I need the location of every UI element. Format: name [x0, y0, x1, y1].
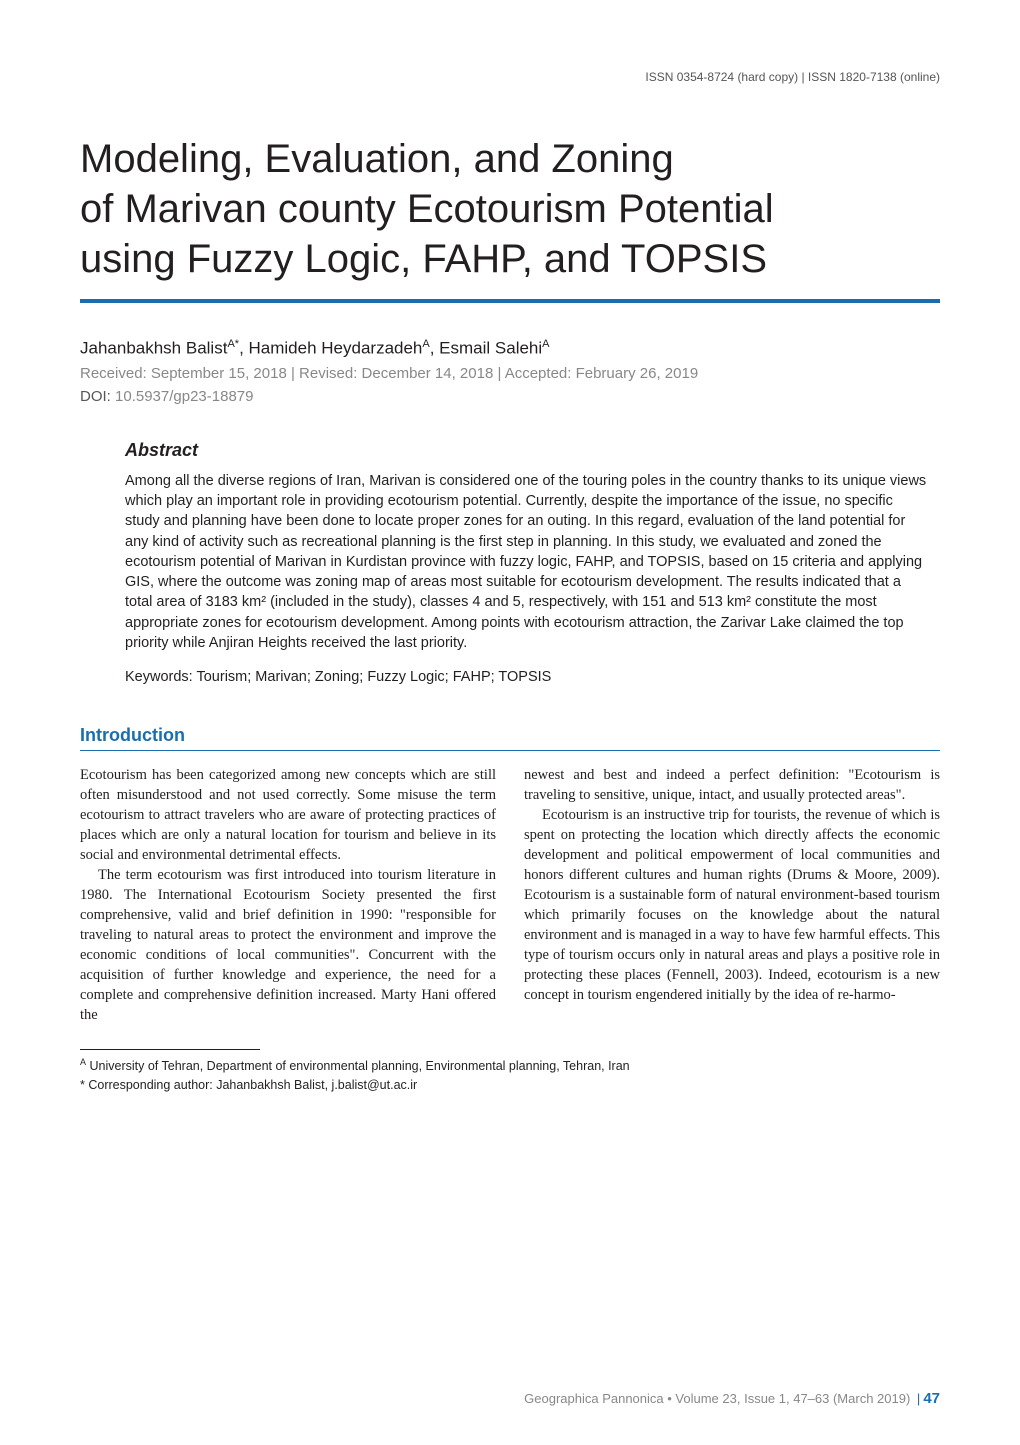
body-paragraph: Ecotourism is an instructive trip for to… — [524, 805, 940, 1005]
doi-value: 10.5937/gp23-18879 — [115, 388, 253, 405]
abstract-heading: Abstract — [125, 440, 930, 461]
title-line-2: of Marivan county Ecotourism Potential — [80, 187, 774, 231]
page-footer: Geographica Pannonica • Volume 23, Issue… — [524, 1390, 940, 1407]
footnote-star-text: Corresponding author: Jahanbakhsh Balist… — [88, 1078, 417, 1092]
footnote-affiliation: A University of Tehran, Department of en… — [80, 1056, 940, 1076]
title-line-3: using Fuzzy Logic, FAHP, and TOPSIS — [80, 237, 767, 281]
issn-line: ISSN 0354-8724 (hard copy) | ISSN 1820-7… — [80, 70, 940, 84]
keywords-value: Tourism; Marivan; Zoning; Fuzzy Logic; F… — [196, 669, 551, 685]
footnote-a-text: University of Tehran, Department of envi… — [90, 1059, 630, 1073]
keywords-label: Keywords: — [125, 669, 193, 685]
footnotes: A University of Tehran, Department of en… — [80, 1056, 940, 1095]
article-title: Modeling, Evaluation, and Zoning of Mari… — [80, 134, 940, 284]
body-paragraph: The term ecotourism was first introduced… — [80, 865, 496, 1025]
body-paragraph: newest and best and indeed a perfect def… — [524, 765, 940, 805]
section-heading-introduction: Introduction — [80, 725, 940, 746]
author-list: Jahanbakhsh BalistA*, Hamideh Heydarzade… — [80, 338, 940, 359]
column-left: Ecotourism has been categorized among ne… — [80, 765, 496, 1025]
footer-volume: Volume 23, Issue 1, 47–63 (March 2019) — [675, 1391, 910, 1406]
doi-label: DOI: — [80, 388, 111, 405]
section-rule — [80, 750, 940, 751]
footer-journal: Geographica Pannonica — [524, 1391, 664, 1406]
keywords-line: Keywords: Tourism; Marivan; Zoning; Fuzz… — [125, 669, 930, 685]
footer-page-number: 47 — [923, 1390, 940, 1407]
footnote-rule — [80, 1049, 260, 1050]
doi-line: DOI: 10.5937/gp23-18879 — [80, 388, 940, 405]
abstract-body: Among all the diverse regions of Iran, M… — [125, 471, 930, 654]
title-underline-rule — [80, 299, 940, 303]
abstract-block: Abstract Among all the diverse regions o… — [80, 440, 940, 686]
body-paragraph: Ecotourism has been categorized among ne… — [80, 765, 496, 865]
body-columns: Ecotourism has been categorized among ne… — [80, 765, 940, 1025]
footer-pipe: | — [917, 1391, 920, 1406]
title-line-1: Modeling, Evaluation, and Zoning — [80, 137, 674, 181]
article-dates: Received: September 15, 2018 | Revised: … — [80, 365, 940, 382]
column-right: newest and best and indeed a perfect def… — [524, 765, 940, 1025]
footnote-corresponding: * Corresponding author: Jahanbakhsh Bali… — [80, 1076, 940, 1095]
